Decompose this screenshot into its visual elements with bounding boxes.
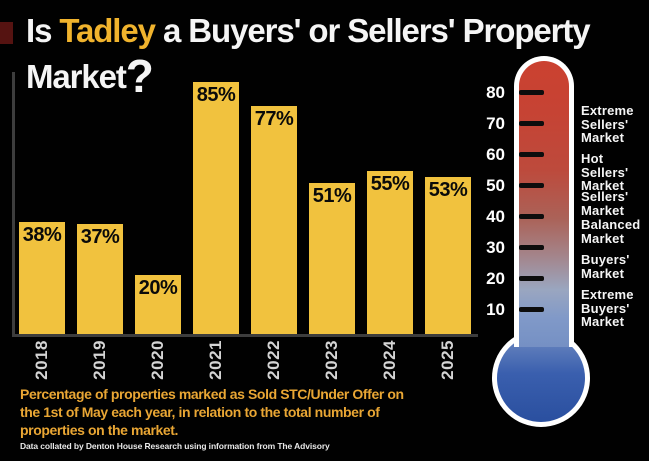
title-rest: a Buyers' or Sellers' Property [154, 12, 591, 49]
thermometer-tick [519, 183, 544, 188]
thermometer-tick-label: 80 [486, 83, 505, 102]
market-zone-label: Buyers' Market [581, 252, 630, 281]
market-zone-label: Extreme Buyers' Market [581, 287, 634, 330]
bar-value-label: 38% [22, 224, 62, 246]
thermometer-tick [519, 245, 544, 250]
thermometer-tick-label: 40 [486, 207, 505, 226]
title-line-2: Market? [26, 53, 590, 100]
bar-value-label: 85% [196, 84, 236, 106]
title-market-word: Market [26, 57, 127, 95]
bar-value-label: 55% [370, 173, 410, 195]
bar-2018: 38% [19, 222, 65, 334]
thermometer-tube [514, 56, 574, 347]
thermometer-tick-label: 20 [486, 269, 505, 288]
title-town-name: Tadley [59, 12, 156, 49]
bar-rect: 38% [19, 222, 65, 334]
bar-rect: 20% [135, 275, 181, 334]
x-axis-label-cell: 2024 [367, 340, 413, 390]
bar-2025: 53% [425, 177, 471, 334]
bar-value-label: 20% [138, 277, 178, 299]
x-axis-label: 2022 [264, 340, 283, 380]
thermometer-tick-label: 50 [486, 176, 505, 195]
thermometer-tick-label: 70 [486, 114, 505, 133]
x-axis-label-cell: 2018 [19, 340, 65, 390]
title-line-1: Is Tadley a Buyers' or Sellers' Property [26, 8, 591, 54]
thermometer-tick [519, 152, 544, 157]
thermometer-tick [519, 214, 544, 219]
bar-rect: 85% [193, 82, 239, 334]
x-axis-label: 2024 [380, 340, 399, 380]
thermometer-tick-label: 10 [486, 300, 505, 319]
thermometer-tick-label: 60 [486, 145, 505, 164]
chart-caption: Percentage of properties marked as Sold … [20, 386, 404, 438]
x-axis-label: 2021 [206, 340, 225, 380]
bar-rect: 55% [367, 171, 413, 334]
x-axis-label-cell: 2020 [135, 340, 181, 390]
x-axis-label-cell: 2023 [309, 340, 355, 390]
x-axis-label: 2023 [322, 340, 341, 380]
x-axis-label: 2020 [148, 340, 167, 380]
bar-chart: 38% 37% 20% 85% 77% 51% 55% 53% [19, 74, 471, 334]
market-zone-label: Sellers' Market [581, 189, 629, 218]
bar-rect: 37% [77, 224, 123, 334]
market-zone-label: Balanced Market [581, 217, 641, 246]
thermometer-tick [519, 307, 544, 312]
thermometer-tick [519, 276, 544, 281]
bar-rect: 53% [425, 177, 471, 334]
x-axis-label: 2025 [438, 340, 457, 380]
bar-value-label: 53% [428, 179, 468, 201]
y-axis-line [12, 72, 15, 334]
x-axis-line [12, 334, 478, 337]
bar-value-label: 77% [254, 108, 294, 130]
market-zone-label: Hot Sellers' Market [581, 151, 629, 194]
x-axis-label: 2018 [32, 340, 51, 380]
bar-2021: 85% [193, 82, 239, 334]
bar-2019: 37% [77, 224, 123, 334]
thermometer-tick [519, 121, 544, 126]
x-axis-label-cell: 2019 [77, 340, 123, 390]
thermometer-tick-label: 30 [486, 238, 505, 257]
x-axis-label: 2019 [90, 340, 109, 380]
red-accent-square [0, 22, 13, 44]
x-axis-label-cell: 2021 [193, 340, 239, 390]
thermometer-tick [519, 90, 544, 95]
bar-2020: 20% [135, 275, 181, 334]
bar-value-label: 51% [312, 185, 352, 207]
bar-rect: 51% [309, 183, 355, 334]
page-title: Is Tadley a Buyers' or Sellers' Property… [26, 8, 591, 100]
title-question-mark: ? [125, 49, 154, 102]
title-prefix: Is [26, 12, 60, 49]
source-credit: Data collated by Denton House Research u… [20, 441, 330, 451]
x-axis-label-cell: 2025 [425, 340, 471, 390]
bar-2023: 51% [309, 183, 355, 334]
market-zone-label: Extreme Sellers' Market [581, 103, 634, 146]
bar-2024: 55% [367, 171, 413, 334]
bar-rect: 77% [251, 106, 297, 334]
bar-2022: 77% [251, 106, 297, 334]
bar-value-label: 37% [80, 226, 120, 248]
x-axis-labels: 2018 2019 2020 2021 2022 2023 2024 2025 [19, 340, 471, 390]
x-axis-label-cell: 2022 [251, 340, 297, 390]
